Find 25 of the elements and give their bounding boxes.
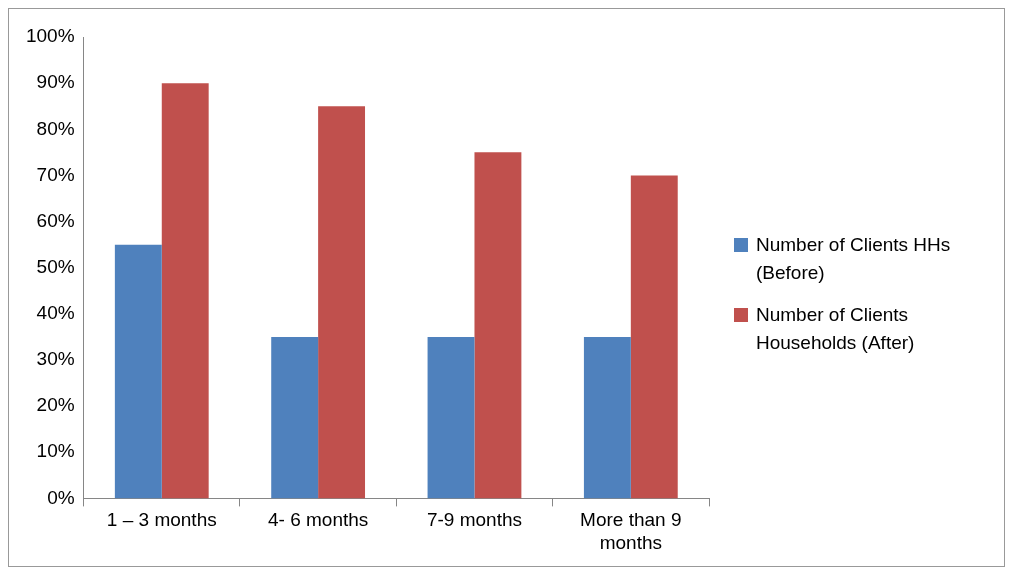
y-tick-label: 0% xyxy=(47,486,75,508)
bar xyxy=(318,106,366,499)
legend-label: Number of Clients HHs (Before) xyxy=(756,233,952,285)
y-tick-label: 40% xyxy=(36,302,75,324)
y-tick-label: 70% xyxy=(36,163,75,185)
y-tick-label: 60% xyxy=(36,209,75,231)
y-tick-label: 50% xyxy=(36,255,75,277)
legend-label: Number of Clients Households (After) xyxy=(756,303,916,355)
bar xyxy=(630,175,678,499)
y-tick-label: 30% xyxy=(36,348,75,370)
y-tick-label: 10% xyxy=(36,440,75,462)
bar xyxy=(474,152,522,499)
bar xyxy=(161,83,209,499)
x-tick-label: More than 9 months xyxy=(580,509,682,553)
bar xyxy=(271,336,319,499)
y-tick-label: 100% xyxy=(25,25,75,47)
bar xyxy=(427,336,475,499)
y-tick-label: 80% xyxy=(36,117,75,139)
y-tick-label: 20% xyxy=(36,394,75,416)
x-tick-label: 7-9 months xyxy=(426,509,522,531)
y-tick-label: 90% xyxy=(36,71,75,93)
bar xyxy=(583,336,631,499)
x-tick-label: 4- 6 months xyxy=(267,509,369,531)
x-tick-label: 1 – 3 months xyxy=(106,509,217,531)
bar xyxy=(114,244,162,499)
